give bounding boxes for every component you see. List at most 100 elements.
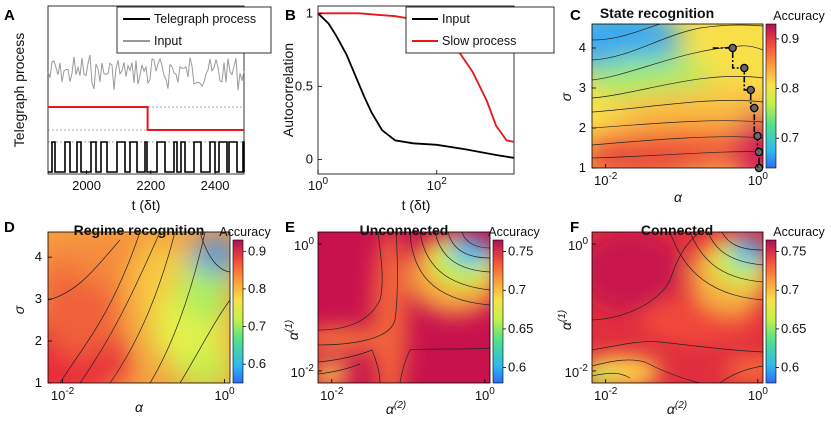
panel-b-ylabel: Autocorrelation bbox=[280, 43, 296, 137]
legend-input: Input bbox=[154, 34, 182, 48]
contour-lines bbox=[592, 232, 763, 383]
colorbar-tick-label: 0.6 bbox=[508, 360, 526, 375]
panel-e-colorbar-ticks: 0.6 0.65 0.7 0.75 bbox=[503, 244, 533, 375]
panel-e-ylabel: α(1) bbox=[284, 320, 301, 340]
panel-f-colorbar-ticks: 0.6 0.65 0.7 0.75 bbox=[776, 244, 806, 375]
y-tick-label: 1 bbox=[35, 375, 42, 390]
y-tick-label: 100 bbox=[294, 236, 314, 253]
colorbar-tick-label: 0.8 bbox=[248, 281, 266, 296]
y-tick-label: 1 bbox=[579, 160, 586, 175]
x-tick-label: 100 bbox=[215, 386, 235, 403]
panel-c-ticks: 10-2 100 1 2 3 4 bbox=[579, 40, 769, 188]
panel-f-heatmap bbox=[592, 232, 763, 383]
legend-telegraph: Telegraph process bbox=[154, 12, 256, 26]
colorbar-tick-label: 0.6 bbox=[248, 356, 266, 371]
x-tick-label: 100 bbox=[748, 386, 768, 403]
panel-d-heatmap bbox=[48, 232, 230, 383]
panel-d-colorbar-label: Accuracy bbox=[219, 225, 271, 239]
contour-lines bbox=[592, 24, 763, 159]
panel-a-xticks: 2000 2200 2400 bbox=[72, 170, 230, 193]
panel-b-axes bbox=[317, 5, 515, 175]
x-tick-label: 100 bbox=[308, 176, 328, 193]
y-tick-label: 10-2 bbox=[291, 363, 315, 380]
y-tick-label: 0.5 bbox=[295, 78, 313, 93]
panel-d-colorbar-ticks: 0.6 0.7 0.8 0.9 bbox=[243, 243, 266, 371]
x-tick-label: 10-2 bbox=[320, 386, 344, 403]
colorbar-tick-label: 0.65 bbox=[508, 321, 533, 336]
input-series-line bbox=[47, 54, 245, 91]
path-marker bbox=[740, 63, 749, 73]
panel-c-title: State recognition bbox=[600, 5, 714, 21]
path-marker bbox=[754, 163, 764, 173]
panel-e-xlabel: α(2) bbox=[386, 400, 406, 417]
y-tick-label: 10-2 bbox=[565, 363, 589, 380]
input-autocorr-line bbox=[317, 12, 515, 159]
panel-f-colorbar bbox=[765, 239, 777, 384]
path-marker bbox=[750, 103, 759, 113]
panel-e-colorbar-label: Accuracy bbox=[488, 225, 540, 239]
colorbar-tick-label: 0.75 bbox=[508, 244, 533, 259]
legend-slow: Slow process bbox=[442, 34, 516, 48]
panel-c-colorbar-ticks: 0.7 0.8 0.9 bbox=[776, 31, 799, 145]
panel-d-colorbar bbox=[232, 239, 244, 384]
path-marker bbox=[754, 147, 764, 157]
panel-c-axes bbox=[591, 23, 764, 169]
panel-c-heatmap bbox=[592, 24, 763, 168]
panel-f-ylabel: α(1) bbox=[557, 310, 574, 330]
panel-f-ticks: 10-2 100 10-2 100 bbox=[565, 236, 769, 403]
panel-a-xlabel: t (δt) bbox=[132, 197, 161, 213]
panel-e-colorbar bbox=[492, 239, 504, 384]
panel-c-xlabel: α bbox=[674, 189, 683, 205]
panel-a-ylabel: Telegraph process bbox=[11, 33, 27, 147]
x-tick-label: 2200 bbox=[136, 178, 165, 193]
panel-a-axes bbox=[47, 5, 245, 175]
panel-e-title: Unconnected bbox=[360, 222, 449, 238]
y-tick-label: 3 bbox=[579, 80, 586, 95]
y-tick-label: 0 bbox=[306, 151, 313, 166]
colorbar-tick-label: 0.8 bbox=[781, 81, 799, 96]
y-tick-label: 100 bbox=[568, 236, 588, 253]
panel-f: F bbox=[557, 219, 825, 417]
panel-letter-e: E bbox=[285, 219, 295, 236]
panel-a-legend: Telegraph process Input bbox=[116, 6, 272, 54]
legend-input: Input bbox=[442, 12, 470, 26]
y-tick-label: 3 bbox=[35, 291, 42, 306]
panel-c-ylabel: σ bbox=[558, 92, 574, 101]
panel-d-xlabel: α bbox=[135, 399, 144, 415]
panel-c-colorbar bbox=[765, 23, 777, 169]
x-tick-label: 10-2 bbox=[51, 386, 75, 403]
colorbar-tick-label: 0.6 bbox=[781, 360, 799, 375]
panel-a: A Telegraph process Input 2000 2200 2400 t… bbox=[4, 5, 272, 213]
contour-lines bbox=[48, 232, 230, 383]
telegraph-process-line bbox=[48, 141, 245, 173]
x-tick-label: 10-2 bbox=[594, 171, 618, 188]
panel-d: D Regime re bbox=[4, 219, 271, 415]
x-tick-label: 10-2 bbox=[594, 386, 618, 403]
colorbar-tick-label: 0.9 bbox=[781, 31, 799, 46]
colorbar-tick-label: 0.7 bbox=[508, 282, 526, 297]
colorbar-tick-label: 0.7 bbox=[248, 319, 266, 334]
x-tick-label: 102 bbox=[427, 176, 447, 193]
panel-d-title: Regime recognition bbox=[74, 222, 205, 238]
panel-f-colorbar-label: Accuracy bbox=[773, 225, 825, 239]
panel-f-xlabel: α(2) bbox=[667, 400, 687, 417]
colorbar-tick-label: 0.7 bbox=[781, 130, 799, 145]
contour-lines bbox=[318, 232, 490, 383]
x-tick-label: 100 bbox=[475, 386, 495, 403]
panel-c: C State re bbox=[558, 5, 825, 205]
colorbar-tick-label: 0.75 bbox=[781, 244, 806, 259]
panel-c-colorbar-label: Accuracy bbox=[773, 9, 825, 23]
panel-f-title: Connected bbox=[641, 222, 713, 238]
x-tick-label: 100 bbox=[748, 171, 768, 188]
panel-d-ticks: 10-2 100 1 2 3 4 bbox=[35, 249, 235, 403]
optimal-path-markers bbox=[728, 43, 764, 173]
y-tick-label: 2 bbox=[35, 333, 42, 348]
panel-d-axes bbox=[47, 231, 231, 384]
x-tick-label: 2000 bbox=[72, 178, 101, 193]
y-tick-label: 1 bbox=[306, 5, 313, 20]
panel-e-ticks: 10-2 100 10-2 100 bbox=[291, 236, 496, 403]
panel-b-ticks: 100 102 0 0.5 1 bbox=[295, 5, 447, 193]
path-marker bbox=[746, 85, 755, 95]
